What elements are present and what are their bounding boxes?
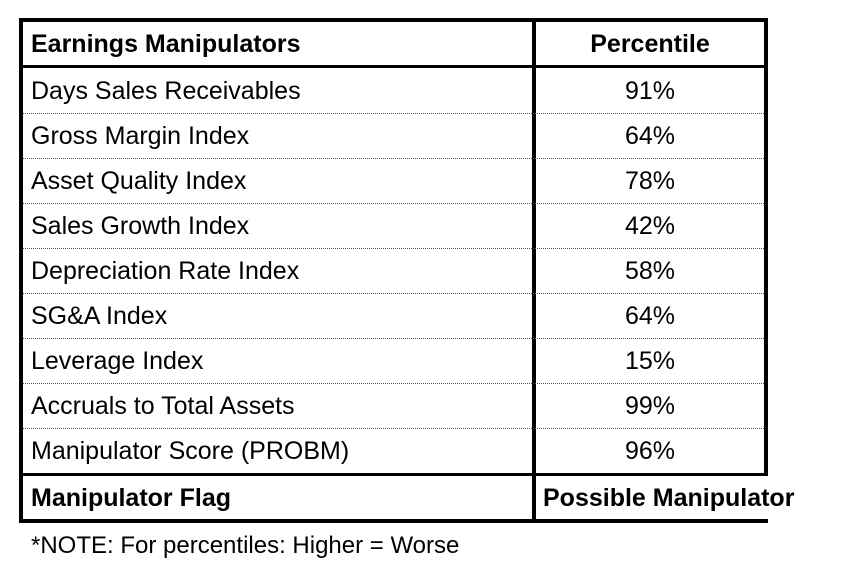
row-value-gross-margin-index: 64% — [624, 122, 676, 150]
row-label-leverage-index: Leverage Index — [31, 347, 204, 375]
earnings-manipulators-table: Earnings Manipulators Percentile Days Sa… — [19, 18, 794, 523]
row-value-leverage-index: 15% — [624, 347, 676, 375]
row-value-sga-index: 64% — [624, 302, 676, 330]
row-label-gross-margin-index: Gross Margin Index — [31, 122, 250, 150]
table-border-bottom — [19, 519, 768, 523]
row-value-depreciation-rate-index: 58% — [624, 257, 676, 285]
row-divider — [23, 383, 764, 384]
row-divider — [23, 293, 764, 294]
row-divider — [23, 203, 764, 204]
row-label-days-sales-receivables: Days Sales Receivables — [31, 77, 301, 105]
row-label-manipulator-score: Manipulator Score (PROBM) — [31, 437, 350, 465]
flag-label: Manipulator Flag — [31, 484, 231, 512]
footnote: *NOTE: For percentiles: Higher = Worse — [31, 532, 460, 559]
header-divider — [19, 65, 768, 68]
row-value-manipulator-score: 96% — [624, 437, 676, 465]
row-value-sales-growth-index: 42% — [624, 212, 676, 240]
row-value-accruals-to-total-assets: 99% — [624, 392, 676, 420]
header-value: Percentile — [590, 30, 710, 58]
row-label-depreciation-rate-index: Depreciation Rate Index — [31, 257, 300, 285]
flag-row-divider — [19, 473, 768, 476]
row-divider — [23, 248, 764, 249]
row-label-asset-quality-index: Asset Quality Index — [31, 167, 247, 195]
header-label: Earnings Manipulators — [31, 30, 301, 58]
row-label-sga-index: SG&A Index — [31, 302, 168, 330]
row-divider — [23, 113, 764, 114]
column-divider — [532, 18, 536, 523]
row-divider — [23, 338, 764, 339]
row-label-sales-growth-index: Sales Growth Index — [31, 212, 250, 240]
row-label-accruals-to-total-assets: Accruals to Total Assets — [31, 392, 295, 420]
row-divider — [23, 428, 764, 429]
row-divider — [23, 158, 764, 159]
row-value-days-sales-receivables: 91% — [624, 77, 676, 105]
table-border-right — [764, 18, 768, 476]
table-border-top — [19, 18, 768, 22]
flag-value: Possible Manipulator — [543, 484, 795, 512]
table-border-left — [19, 18, 23, 523]
row-value-asset-quality-index: 78% — [624, 167, 676, 195]
